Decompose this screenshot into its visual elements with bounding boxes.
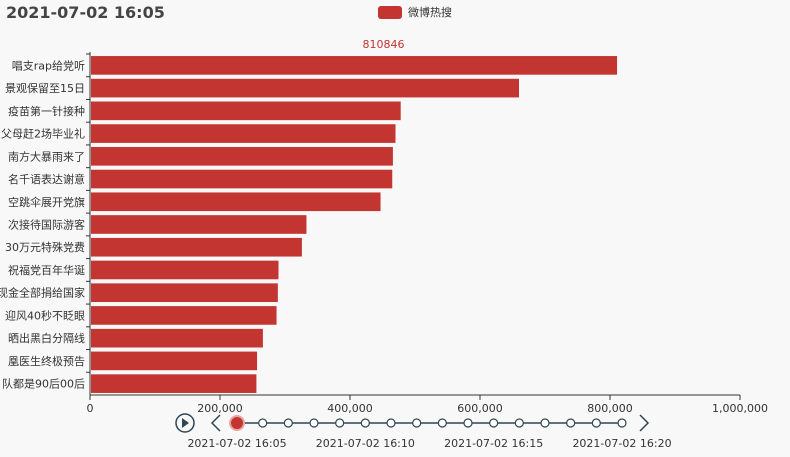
- timeline-current-dot[interactable]: [229, 415, 245, 431]
- y-tick-label: 南方大暴雨来了: [8, 149, 85, 163]
- legend-label: 微博热搜: [408, 6, 452, 19]
- play-icon: [182, 418, 189, 428]
- timeline-dot[interactable]: [540, 418, 550, 428]
- bar[interactable]: [91, 351, 258, 371]
- timeline-dot[interactable]: [360, 418, 370, 428]
- y-tick-label: 祝福党百年华诞: [8, 263, 85, 277]
- timeline-dot[interactable]: [386, 418, 396, 428]
- bar[interactable]: [91, 78, 519, 98]
- chart-title: 2021-07-02 16:05: [6, 3, 165, 22]
- bar[interactable]: [91, 124, 396, 143]
- x-tick-label: 800,000: [587, 402, 633, 415]
- y-tick-label: 凰医生终极预告: [8, 354, 85, 368]
- timeline-label: 2021-07-02 16:15: [444, 437, 543, 450]
- bar[interactable]: [91, 260, 279, 280]
- timeline-dot[interactable]: [412, 418, 422, 428]
- y-tick-label: 晒出黑白分隔线: [8, 331, 85, 345]
- bar[interactable]: [91, 237, 302, 257]
- y-tick-label: 30万元特殊党费: [5, 240, 85, 254]
- y-tick-label: 疫苗第一针接种: [8, 104, 85, 118]
- next-arrow-icon[interactable]: [639, 414, 650, 432]
- legend-swatch: [378, 5, 402, 19]
- legend[interactable]: 微博热搜: [378, 4, 452, 20]
- y-tick-label: 现金全部捐给国家: [0, 286, 85, 300]
- timeline-label: 2021-07-02 16:05: [187, 437, 286, 450]
- timeline-dot[interactable]: [463, 418, 473, 428]
- bar[interactable]: [91, 283, 278, 303]
- timeline-dot[interactable]: [489, 418, 499, 428]
- bar[interactable]: [91, 374, 257, 393]
- prev-arrow-icon[interactable]: [210, 414, 221, 432]
- x-tick-label: 400,000: [327, 402, 373, 415]
- timeline-dot[interactable]: [566, 418, 576, 428]
- bar[interactable]: [91, 101, 401, 121]
- timeline-dot[interactable]: [309, 418, 319, 428]
- timeline-label: 2021-07-02 16:10: [316, 437, 415, 450]
- play-button[interactable]: [175, 413, 195, 433]
- y-tick-label: 次接待国际游客: [8, 218, 85, 232]
- y-tick-label: 父母赶2场毕业礼: [1, 127, 85, 141]
- y-tick-label: 空跳伞展开党旗: [8, 195, 85, 209]
- x-tick-label: 200,000: [197, 402, 243, 415]
- timeline-dot[interactable]: [335, 418, 345, 428]
- bar[interactable]: [91, 146, 393, 166]
- bar[interactable]: [91, 192, 381, 212]
- x-tick-label: 0: [87, 402, 94, 415]
- bar[interactable]: [91, 328, 263, 348]
- timeline-dot[interactable]: [258, 418, 268, 428]
- data-label: 810846: [363, 38, 405, 51]
- x-tick-label: 600,000: [457, 402, 503, 415]
- y-tick-label: 名千语表达谢意: [8, 172, 85, 186]
- bar[interactable]: [91, 306, 277, 325]
- timeline-dot[interactable]: [437, 418, 447, 428]
- timeline-dot[interactable]: [514, 418, 524, 428]
- timeline-dot[interactable]: [283, 418, 293, 428]
- y-tick-label: 迎风40秒不眨眼: [5, 308, 85, 322]
- bar[interactable]: [91, 169, 393, 189]
- bar[interactable]: [91, 215, 307, 234]
- timeline-dot[interactable]: [617, 418, 627, 428]
- timeline-label: 2021-07-02 16:20: [572, 437, 671, 450]
- bar[interactable]: [91, 56, 618, 75]
- y-tick-label: 景观保留至15日: [5, 81, 85, 95]
- timeline-dot[interactable]: [591, 418, 601, 428]
- x-tick-label: 1,000,000: [712, 402, 768, 415]
- y-tick-label: 队都是90后00后: [2, 377, 85, 391]
- y-tick-label: 唱支rap给党听: [12, 59, 85, 72]
